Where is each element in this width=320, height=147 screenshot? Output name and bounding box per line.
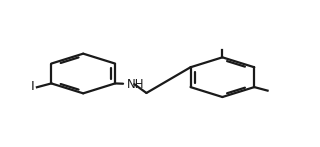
Text: I: I <box>31 80 34 93</box>
Text: NH: NH <box>127 78 145 91</box>
